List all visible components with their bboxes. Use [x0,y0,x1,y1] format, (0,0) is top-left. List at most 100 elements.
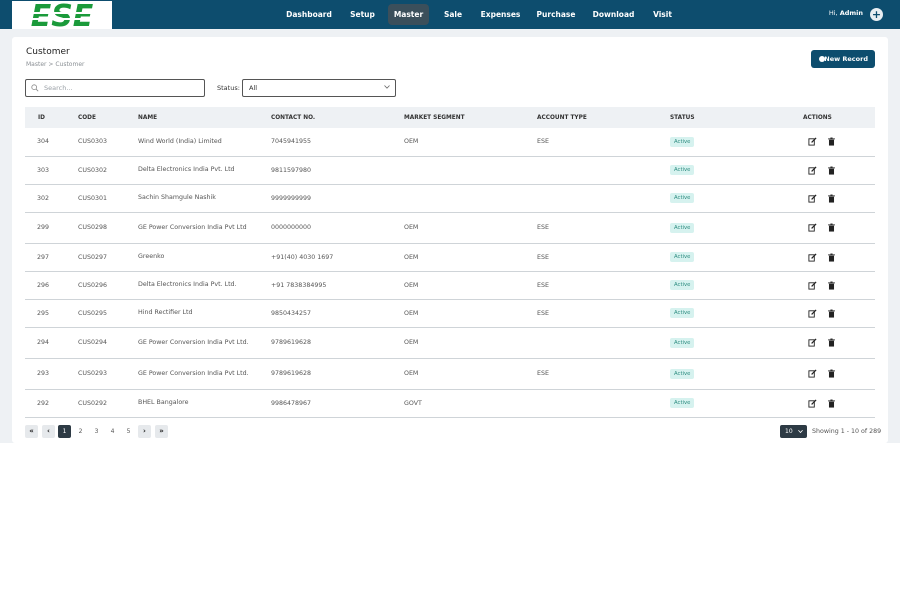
status-badge: Active [670,337,695,348]
cell-actions [803,358,875,389]
logo-text: ESE [31,1,94,29]
trash-icon[interactable] [827,194,836,203]
edit-icon[interactable] [808,338,817,347]
cell-actions [803,299,875,327]
status-badge: Active [670,368,695,379]
page-1-button[interactable]: 1 [58,425,71,438]
nav-setup[interactable]: Setup [350,10,375,19]
trash-icon[interactable] [827,399,836,408]
nav-dashboard[interactable]: Dashboard [286,10,332,19]
cell-actions [803,184,875,212]
col-segment-header: MARKET SEGMENT [404,114,465,121]
cell-code: CUS0292 [78,399,108,407]
cell-account: ESE [537,253,549,261]
status-badge: Active [670,193,695,203]
cell-account: ESE [537,370,549,377]
search-input[interactable] [44,81,200,95]
cell-id: 293 [37,370,50,377]
cell-segment [404,156,537,184]
cell-contact: 9811597980 [271,166,312,174]
table-row: 304 CUS0303 Wind World (India) Limited 7045… [25,128,875,156]
new-record-label: New Record [824,55,868,63]
cell-contact: 7045941955 [271,138,312,146]
page-title: Customer [26,47,70,57]
nav-sale[interactable]: Sale [443,10,463,19]
page-2-button[interactable]: 2 [78,428,83,435]
table-header-row: ID CODE NAME CONTACT NO. MARKET SEGMENT … [25,107,875,128]
trash-icon[interactable] [827,338,836,347]
edit-icon[interactable] [808,165,817,175]
cell-code: CUS0295 [78,309,108,317]
new-record-button[interactable]: New Record [811,50,875,68]
cell-status: Active [670,358,803,389]
edit-icon[interactable] [808,369,817,378]
per-page-select[interactable]: 10 [780,425,807,438]
ese-logo: ESE [12,1,112,29]
status-badge: Active [670,280,695,290]
cell-id: 296 [37,281,50,289]
col-status-header: STATUS [670,114,695,121]
edit-icon[interactable] [808,280,817,290]
add-icon[interactable]: + [870,8,883,21]
cell-name: Hind Rectifier Ltd [138,309,193,317]
table-row: 299 CUS0298 GE Power Conversion India Pvt … [25,212,875,243]
status-select[interactable]: All [242,79,396,97]
cell-name: Delta Electronics India Pvt. Ltd. [138,281,237,289]
cell-name: BHEL Bangalore [138,399,189,407]
cell-actions [803,389,875,417]
prev-page-button[interactable]: ‹ [42,425,55,438]
trash-icon[interactable] [827,281,836,290]
cell-id: 304 [37,138,50,146]
cell-name: Greenko [138,253,165,261]
edit-icon[interactable] [808,398,817,408]
nav-purchase[interactable]: Purchase [536,10,576,19]
cell-id: 295 [37,309,50,317]
cell-segment: OEM [404,224,419,231]
edit-icon[interactable] [808,223,817,232]
status-badge: Active [670,165,695,175]
table-row: 297 CUS0297 Greenko +91(40) 4030 1697 OEM ESE… [25,243,875,271]
last-page-button[interactable]: » [155,425,168,438]
cell-contact: +91 7838384995 [271,281,327,289]
trash-icon[interactable] [827,309,836,318]
edit-icon[interactable] [808,308,817,318]
nav-visit[interactable]: Visit [653,10,672,19]
greeting-text: Hi, [828,9,838,17]
trash-icon[interactable] [827,166,836,175]
nav-master[interactable]: Master [388,4,429,25]
cell-account: ESE [537,309,549,317]
cell-contact: 9789619628 [271,370,312,377]
cell-status: Active [670,128,803,156]
cell-status: Active [670,299,803,327]
next-page-button[interactable]: › [138,425,151,438]
cell-segment: OEM [404,138,419,146]
cell-account: ESE [537,138,549,146]
nav-download[interactable]: Download [592,10,635,19]
edit-icon[interactable] [808,193,817,203]
edit-icon[interactable] [808,137,817,146]
trash-icon[interactable] [827,137,836,146]
trash-icon[interactable] [827,253,836,262]
cell-contact: 9999999999 [271,194,312,202]
cell-status: Active [670,156,803,184]
cell-name: GE Power Conversion India Pvt Ltd [138,223,247,231]
trash-icon[interactable] [827,369,836,378]
page-5-button[interactable]: 5 [126,428,131,435]
edit-icon[interactable] [808,252,817,262]
col-id-header: ID [38,114,45,121]
cell-contact: 9789619628 [271,339,312,346]
trash-icon[interactable] [827,223,836,232]
table-body: 304 CUS0303 Wind World (India) Limited 7045… [25,128,875,417]
nav-expenses[interactable]: Expenses [480,10,521,19]
first-page-button[interactable]: « [25,425,38,438]
cell-account [537,389,670,417]
status-badge: Active [670,252,695,262]
cell-segment: OEM [404,281,419,289]
page-4-button[interactable]: 4 [110,428,115,435]
cell-status: Active [670,327,803,358]
cell-code: CUS0293 [78,370,108,377]
cell-account [537,156,670,184]
per-page-value: 10 [785,428,793,435]
table-row: 294 CUS0294 GE Power Conversion India Pvt … [25,327,875,358]
page-3-button[interactable]: 3 [94,428,99,435]
